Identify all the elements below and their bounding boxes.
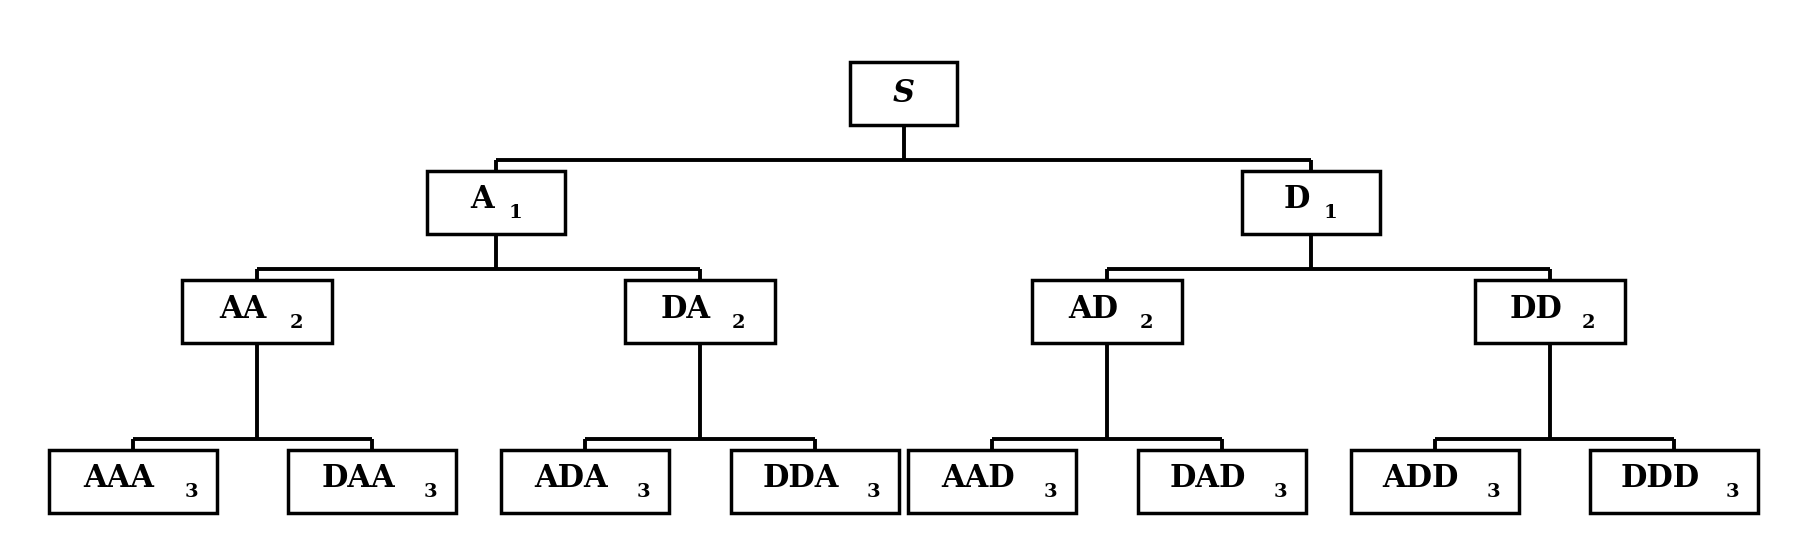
FancyBboxPatch shape — [907, 450, 1077, 513]
Text: DD: DD — [1509, 294, 1561, 325]
Text: 3: 3 — [1044, 483, 1057, 501]
Text: ADA: ADA — [533, 463, 607, 494]
Text: ADD: ADD — [1382, 463, 1458, 494]
FancyBboxPatch shape — [1138, 450, 1306, 513]
Text: 2: 2 — [289, 314, 304, 332]
Text: 3: 3 — [1726, 483, 1738, 501]
Text: 1: 1 — [1323, 204, 1337, 223]
Text: S: S — [893, 78, 914, 109]
Text: DAA: DAA — [322, 463, 396, 494]
Text: 3: 3 — [1274, 483, 1288, 501]
FancyBboxPatch shape — [851, 61, 956, 124]
Text: 3: 3 — [867, 483, 880, 501]
Text: 2: 2 — [1583, 314, 1596, 332]
FancyBboxPatch shape — [183, 280, 332, 343]
Text: 2: 2 — [732, 314, 746, 332]
Text: 2: 2 — [1140, 314, 1153, 332]
Text: DAD: DAD — [1169, 463, 1247, 494]
Text: 3: 3 — [636, 483, 651, 501]
Text: 3: 3 — [184, 483, 199, 501]
FancyBboxPatch shape — [625, 280, 775, 343]
Text: AAA: AAA — [83, 463, 154, 494]
FancyBboxPatch shape — [1032, 280, 1182, 343]
Text: DDD: DDD — [1621, 463, 1699, 494]
Text: AD: AD — [1068, 294, 1119, 325]
FancyBboxPatch shape — [1350, 450, 1520, 513]
Text: DA: DA — [661, 294, 710, 325]
Text: 3: 3 — [425, 483, 437, 501]
FancyBboxPatch shape — [1590, 450, 1758, 513]
FancyBboxPatch shape — [501, 450, 669, 513]
FancyBboxPatch shape — [287, 450, 457, 513]
Text: 1: 1 — [510, 204, 522, 223]
Text: DDA: DDA — [763, 463, 838, 494]
Text: D: D — [1283, 184, 1310, 215]
Text: AAD: AAD — [941, 463, 1016, 494]
Text: 3: 3 — [1487, 483, 1500, 501]
Text: AA: AA — [219, 294, 267, 325]
FancyBboxPatch shape — [49, 450, 217, 513]
Text: A: A — [470, 184, 493, 215]
FancyBboxPatch shape — [1241, 171, 1381, 234]
FancyBboxPatch shape — [426, 171, 566, 234]
FancyBboxPatch shape — [1475, 280, 1624, 343]
FancyBboxPatch shape — [730, 450, 900, 513]
